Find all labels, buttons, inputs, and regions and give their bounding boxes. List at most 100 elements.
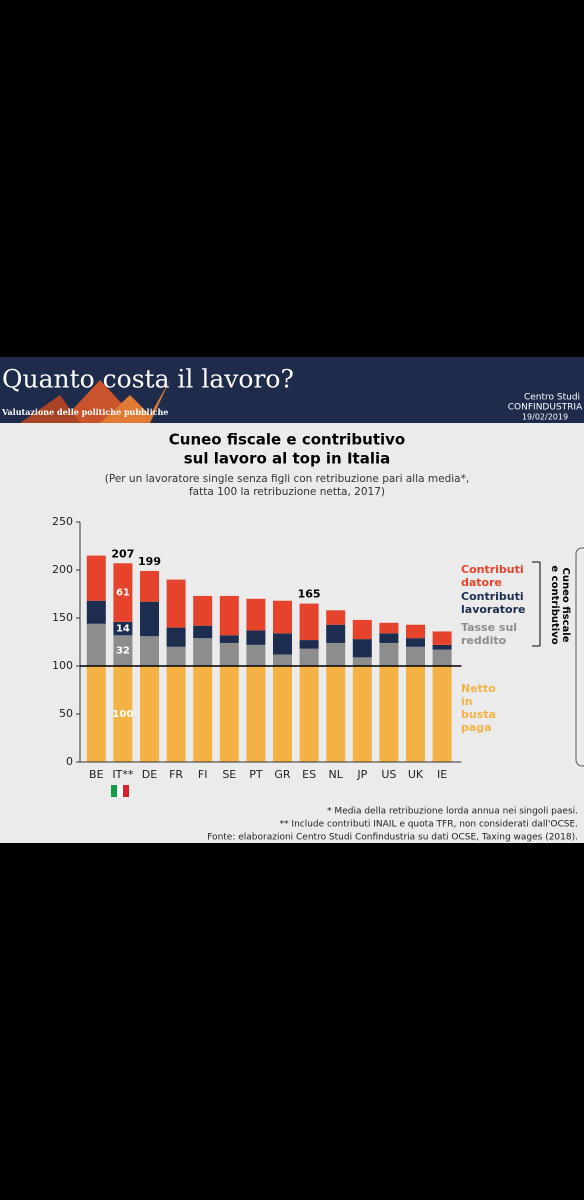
bar-segment bbox=[193, 666, 213, 762]
bracket-label: e contributivo bbox=[549, 565, 560, 644]
x-tick-label: IT** bbox=[112, 768, 133, 781]
bar-segment bbox=[113, 635, 133, 666]
decor bbox=[20, 395, 80, 423]
bar-segment bbox=[432, 666, 452, 762]
bar-segment bbox=[193, 638, 213, 666]
y-tick-label: 0 bbox=[66, 755, 73, 768]
x-tick-label: ES bbox=[302, 768, 316, 781]
org: Centro Studi bbox=[524, 393, 580, 403]
date: 19/02/2019 bbox=[522, 413, 568, 422]
bar-segment bbox=[379, 622, 399, 634]
bar-segment bbox=[86, 555, 106, 601]
bar-segment bbox=[219, 635, 239, 643]
x-tick-label: BE bbox=[89, 768, 104, 781]
bar-segment bbox=[379, 666, 399, 762]
bar-segment bbox=[352, 666, 372, 762]
page-subtitle: Valutazione delle politiche pubbliche bbox=[1, 407, 168, 417]
flag bbox=[117, 785, 123, 797]
chart-title: sul lavoro al top in Italia bbox=[184, 450, 390, 468]
bar-segment bbox=[246, 630, 266, 645]
y-tick-label: 100 bbox=[52, 659, 73, 672]
bar-segment bbox=[432, 644, 452, 650]
x-tick-label: GR bbox=[274, 768, 291, 781]
bar-segment bbox=[432, 649, 452, 666]
bar-segment bbox=[379, 642, 399, 666]
bar-segment bbox=[193, 595, 213, 626]
bar-segment bbox=[432, 631, 452, 645]
bar-segment bbox=[246, 644, 266, 666]
bar-segment bbox=[352, 619, 372, 640]
bar-segment bbox=[299, 640, 319, 649]
bar-segment bbox=[406, 638, 425, 647]
bar-segment bbox=[219, 642, 239, 666]
bar-segment bbox=[113, 563, 133, 622]
bar-segment bbox=[246, 666, 266, 762]
bar-segment bbox=[406, 666, 425, 762]
chart-subtitle: fatta 100 la retribuzione netta, 2017) bbox=[189, 486, 385, 498]
data-label: 32 bbox=[116, 646, 130, 657]
decor bbox=[100, 380, 170, 423]
flag bbox=[123, 785, 129, 797]
x-tick-label: DE bbox=[142, 768, 157, 781]
bar-segment bbox=[299, 603, 319, 641]
bar-segment bbox=[140, 636, 159, 666]
bar-segment bbox=[113, 621, 133, 636]
bar-segment bbox=[166, 666, 186, 762]
bar-segment bbox=[406, 624, 425, 639]
bar-segment bbox=[326, 642, 346, 666]
total-label: 199 bbox=[138, 555, 161, 568]
bar-segment bbox=[326, 666, 346, 762]
bar-segment bbox=[326, 624, 346, 643]
y-tick-label: 250 bbox=[52, 515, 73, 528]
data-label: 100 bbox=[112, 709, 133, 720]
data-label: 61 bbox=[116, 588, 130, 599]
bar-segment bbox=[219, 595, 239, 636]
box bbox=[575, 547, 584, 767]
x-tick-label: JP bbox=[356, 768, 367, 781]
bar-segment bbox=[140, 570, 159, 602]
bar-segment bbox=[326, 610, 346, 625]
bar-segment bbox=[352, 657, 372, 666]
bar-segment bbox=[140, 666, 159, 762]
bar-segment bbox=[166, 627, 186, 647]
x-tick-label: FI bbox=[198, 768, 208, 781]
y-tick-label: 200 bbox=[52, 563, 73, 576]
legend-label: Netto in busta paga bbox=[461, 682, 496, 734]
bracket-label: Cuneo fiscale bbox=[560, 568, 571, 643]
y-tick-label: 150 bbox=[52, 611, 73, 624]
x-tick-label: PT bbox=[249, 768, 263, 781]
page-title: Quanto costa il lavoro? bbox=[2, 365, 294, 394]
chart-subtitle: (Per un lavoratore single senza figli co… bbox=[105, 473, 469, 485]
note: ** Include contributi INAIL e quota TFR,… bbox=[280, 820, 578, 830]
bar-segment bbox=[299, 666, 319, 762]
bar-segment bbox=[166, 646, 186, 666]
data-label: 14 bbox=[116, 624, 130, 635]
chart-title: Cuneo fiscale e contributivo bbox=[169, 431, 405, 449]
bar-segment bbox=[273, 633, 292, 655]
flag bbox=[111, 785, 117, 797]
total-label: 207 bbox=[111, 547, 134, 560]
bar-segment bbox=[273, 666, 292, 762]
org: CONFINDUSTRIA bbox=[508, 403, 583, 413]
bar-segment bbox=[113, 666, 133, 762]
legend-label: Tasse sul reddito bbox=[461, 621, 518, 647]
note: * Media della retribuzione lorda annua n… bbox=[327, 807, 578, 817]
bar-segment bbox=[273, 600, 292, 634]
bar-segment bbox=[352, 639, 372, 658]
bar-segment bbox=[86, 600, 106, 624]
bar-segment bbox=[166, 579, 186, 628]
bar-segment bbox=[193, 625, 213, 639]
bar-segment bbox=[86, 666, 106, 762]
bar-segment bbox=[379, 633, 399, 643]
bar-segment bbox=[299, 648, 319, 666]
x-tick-label: NL bbox=[329, 768, 344, 781]
bar-segment bbox=[273, 654, 292, 666]
y-tick-label: 50 bbox=[59, 707, 73, 720]
x-tick-label: IE bbox=[437, 768, 447, 781]
x-tick-label: FR bbox=[169, 768, 183, 781]
bar-segment bbox=[86, 623, 106, 666]
x-tick-label: SE bbox=[222, 768, 236, 781]
